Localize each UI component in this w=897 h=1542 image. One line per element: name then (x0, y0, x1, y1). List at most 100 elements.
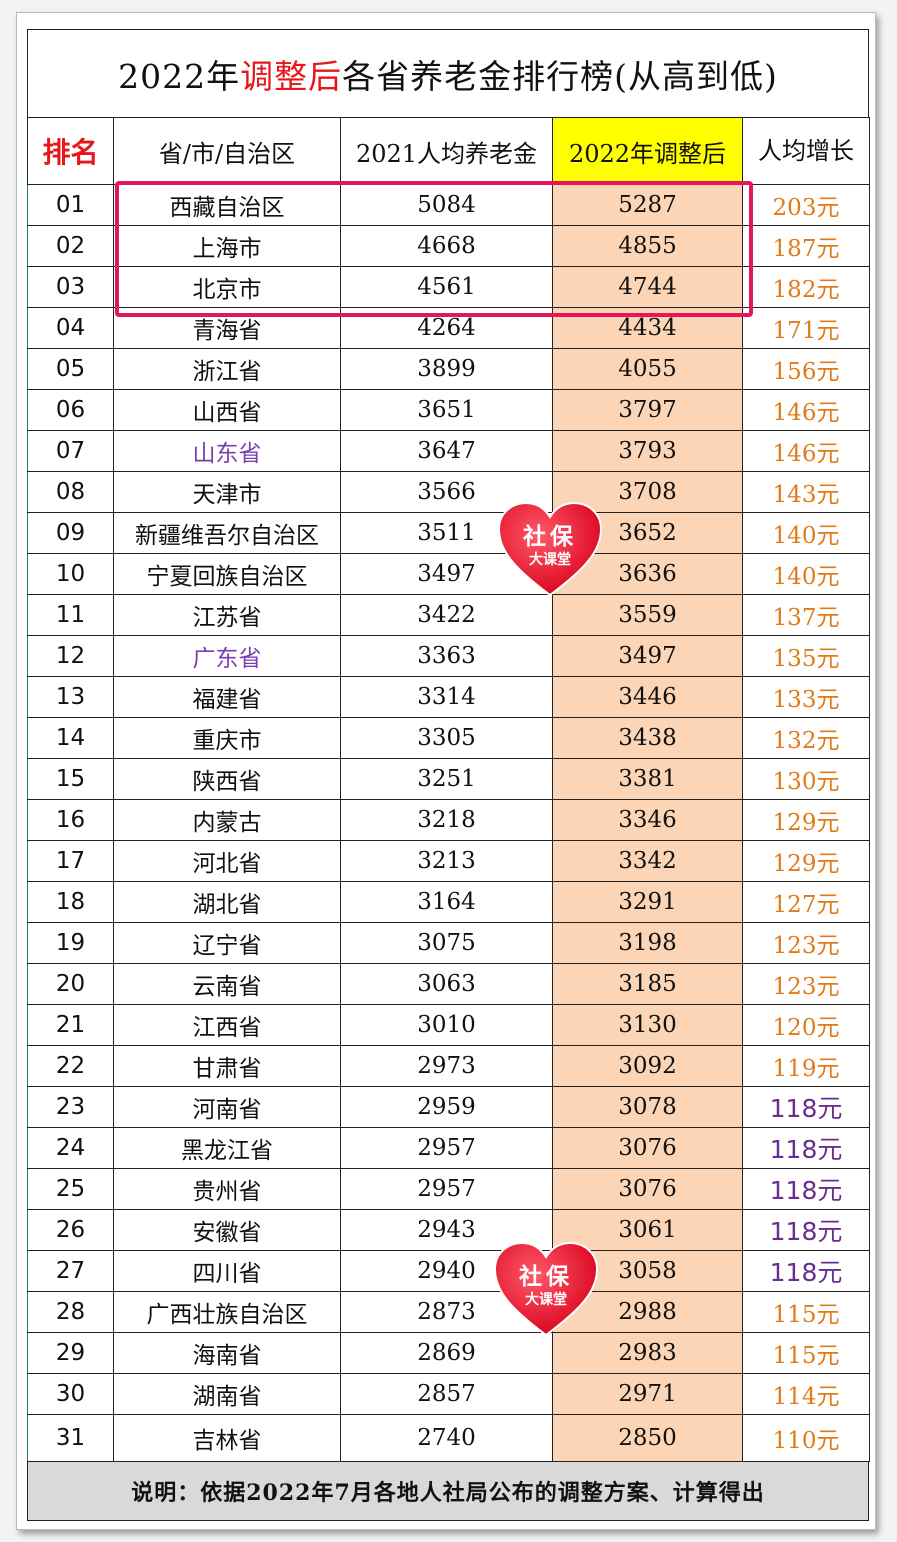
table-row: 04 青海省 4264 4434 171元 (27, 307, 870, 349)
rank-cell: 11 (27, 594, 114, 636)
value-2022-cell: 3636 (552, 553, 743, 595)
table-row: 29 海南省 2869 2983 115元 (27, 1332, 870, 1374)
region-cell: 安徽省 (113, 1209, 341, 1251)
rank-cell: 22 (27, 1045, 114, 1087)
value-2022-cell: 3078 (552, 1086, 743, 1128)
region-cell: 天津市 (113, 471, 341, 513)
value-2021-cell: 2740 (340, 1414, 553, 1462)
table-row: 08 天津市 3566 3708 143元 (27, 471, 870, 513)
growth-cell: 115元 (742, 1291, 870, 1333)
region-cell: 贵州省 (113, 1168, 341, 1210)
page-title: 2022年 调整后 各省养老金排行榜(从高到低) (27, 29, 869, 117)
table-row: 01 西藏自治区 5084 5287 203元 (27, 184, 870, 226)
growth-cell: 118元 (742, 1168, 870, 1210)
rank-cell: 14 (27, 717, 114, 759)
rank-cell: 17 (27, 840, 114, 882)
table-row: 09 新疆维吾尔自治区 3511 3652 140元 (27, 512, 870, 554)
rank-cell: 01 (27, 184, 114, 226)
value-2022-cell: 3652 (552, 512, 743, 554)
table-row: 03 北京市 4561 4744 182元 (27, 266, 870, 308)
table-row: 06 山西省 3651 3797 146元 (27, 389, 870, 431)
table-row: 26 安徽省 2943 3061 118元 (27, 1209, 870, 1251)
region-cell: 江西省 (113, 1004, 341, 1046)
value-2021-cell: 3164 (340, 881, 553, 923)
value-2021-cell: 3363 (340, 635, 553, 677)
header-2022: 2022年调整后 (552, 117, 743, 185)
table-row: 21 江西省 3010 3130 120元 (27, 1004, 870, 1046)
rank-cell: 02 (27, 225, 114, 267)
region-cell: 河北省 (113, 840, 341, 882)
region-cell: 湖北省 (113, 881, 341, 923)
table-row: 20 云南省 3063 3185 123元 (27, 963, 870, 1005)
value-2022-cell: 3342 (552, 840, 743, 882)
region-cell: 内蒙古 (113, 799, 341, 841)
value-2022-cell: 3497 (552, 635, 743, 677)
growth-cell: 182元 (742, 266, 870, 308)
growth-cell: 120元 (742, 1004, 870, 1046)
value-2021-cell: 2973 (340, 1045, 553, 1087)
growth-cell: 135元 (742, 635, 870, 677)
growth-cell: 146元 (742, 389, 870, 431)
rank-cell: 27 (27, 1250, 114, 1292)
rank-cell: 16 (27, 799, 114, 841)
rank-cell: 26 (27, 1209, 114, 1251)
rank-cell: 15 (27, 758, 114, 800)
growth-cell: 187元 (742, 225, 870, 267)
table-row: 17 河北省 3213 3342 129元 (27, 840, 870, 882)
title-highlight: 调整后 (240, 56, 343, 96)
value-2022-cell: 3797 (552, 389, 743, 431)
table-row: 10 宁夏回族自治区 3497 3636 140元 (27, 553, 870, 595)
rank-cell: 25 (27, 1168, 114, 1210)
table-body: 01 西藏自治区 5084 5287 203元 02 上海市 4668 4855 187元 03 北京… (27, 184, 870, 1462)
rank-cell: 23 (27, 1086, 114, 1128)
value-2021-cell: 3075 (340, 922, 553, 964)
table-row: 18 湖北省 3164 3291 127元 (27, 881, 870, 923)
table-row: 30 湖南省 2857 2971 114元 (27, 1373, 870, 1415)
table-row: 19 辽宁省 3075 3198 123元 (27, 922, 870, 964)
region-cell: 广西壮族自治区 (113, 1291, 341, 1333)
growth-cell: 115元 (742, 1332, 870, 1374)
growth-cell: 118元 (742, 1250, 870, 1292)
value-2022-cell: 4855 (552, 225, 743, 267)
header-growth: 人均增长 (742, 117, 870, 185)
title-prefix: 2022年 (118, 56, 241, 96)
rank-cell: 20 (27, 963, 114, 1005)
value-2021-cell: 3511 (340, 512, 553, 554)
value-2021-cell: 3213 (340, 840, 553, 882)
rank-cell: 24 (27, 1127, 114, 1169)
value-2021-cell: 3305 (340, 717, 553, 759)
rank-cell: 18 (27, 881, 114, 923)
table-row: 12 广东省 3363 3497 135元 (27, 635, 870, 677)
rank-cell: 04 (27, 307, 114, 349)
region-cell: 黑龙江省 (113, 1127, 341, 1169)
header-row: 排名 省/市/自治区 2021人均养老金 2022年调整后 人均增长 (27, 117, 870, 185)
region-cell: 甘肃省 (113, 1045, 341, 1087)
value-2022-cell: 3381 (552, 758, 743, 800)
region-cell: 江苏省 (113, 594, 341, 636)
growth-cell: 129元 (742, 840, 870, 882)
value-2022-cell: 3446 (552, 676, 743, 718)
value-2021-cell: 3251 (340, 758, 553, 800)
value-2022-cell: 3076 (552, 1127, 743, 1169)
title-suffix: 各省养老金排行榜(从高到低) (342, 56, 778, 96)
value-2022-cell: 3130 (552, 1004, 743, 1046)
header-rank: 排名 (27, 117, 114, 185)
growth-cell: 110元 (742, 1414, 870, 1462)
table-row: 16 内蒙古 3218 3346 129元 (27, 799, 870, 841)
table-row: 07 山东省 3647 3793 146元 (27, 430, 870, 472)
region-cell: 新疆维吾尔自治区 (113, 512, 341, 554)
growth-cell: 127元 (742, 881, 870, 923)
rank-cell: 19 (27, 922, 114, 964)
table-row: 23 河南省 2959 3078 118元 (27, 1086, 870, 1128)
growth-cell: 130元 (742, 758, 870, 800)
region-cell: 海南省 (113, 1332, 341, 1374)
rank-cell: 12 (27, 635, 114, 677)
region-cell: 四川省 (113, 1250, 341, 1292)
table-row: 22 甘肃省 2973 3092 119元 (27, 1045, 870, 1087)
region-cell: 北京市 (113, 266, 341, 308)
value-2022-cell: 2983 (552, 1332, 743, 1374)
table-row: 27 四川省 2940 3058 118元 (27, 1250, 870, 1292)
rank-cell: 06 (27, 389, 114, 431)
growth-cell: 132元 (742, 717, 870, 759)
value-2022-cell: 3438 (552, 717, 743, 759)
